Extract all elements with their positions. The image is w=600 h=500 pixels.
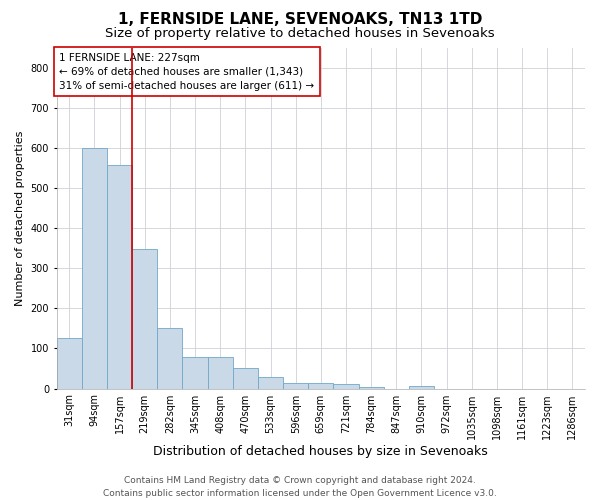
Bar xyxy=(334,384,359,388)
Text: Contains HM Land Registry data © Crown copyright and database right 2024.
Contai: Contains HM Land Registry data © Crown c… xyxy=(103,476,497,498)
X-axis label: Distribution of detached houses by size in Sevenoaks: Distribution of detached houses by size … xyxy=(154,444,488,458)
Bar xyxy=(157,328,182,388)
Bar xyxy=(56,338,82,388)
Bar xyxy=(283,382,308,388)
Bar xyxy=(182,358,208,388)
Text: Size of property relative to detached houses in Sevenoaks: Size of property relative to detached ho… xyxy=(105,28,495,40)
Bar xyxy=(258,376,283,388)
Bar xyxy=(208,358,233,388)
Y-axis label: Number of detached properties: Number of detached properties xyxy=(15,130,25,306)
Text: 1, FERNSIDE LANE, SEVENOAKS, TN13 1TD: 1, FERNSIDE LANE, SEVENOAKS, TN13 1TD xyxy=(118,12,482,28)
Bar xyxy=(107,164,132,388)
Bar xyxy=(308,384,334,388)
Bar xyxy=(409,386,434,388)
Text: 1 FERNSIDE LANE: 227sqm
← 69% of detached houses are smaller (1,343)
31% of semi: 1 FERNSIDE LANE: 227sqm ← 69% of detache… xyxy=(59,52,314,90)
Bar xyxy=(359,386,384,388)
Bar xyxy=(233,368,258,388)
Bar xyxy=(82,148,107,388)
Bar xyxy=(132,250,157,388)
